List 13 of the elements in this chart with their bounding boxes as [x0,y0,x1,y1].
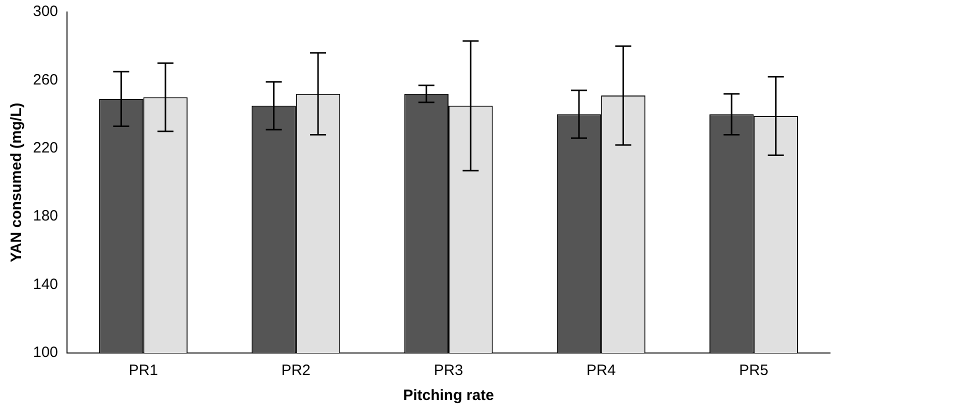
y-tick-label: 180 [32,208,58,225]
y-tick-label: 300 [32,3,58,20]
y-tick-label: 260 [32,71,58,88]
y-tick-label: 140 [32,276,58,293]
x-tick-label: PR3 [434,362,464,380]
x-tick-label: PR1 [128,362,158,380]
y-tick-label: 100 [32,344,58,362]
y-axis-title: YAN consumed (mg/L) [8,102,26,262]
x-axis-title: Pitching rate [403,387,494,404]
y-tick-label: 220 [32,140,58,157]
x-tick-label: PR4 [586,362,616,380]
x-tick-label: PR2 [281,362,311,380]
x-tick-label: PR5 [739,362,768,380]
